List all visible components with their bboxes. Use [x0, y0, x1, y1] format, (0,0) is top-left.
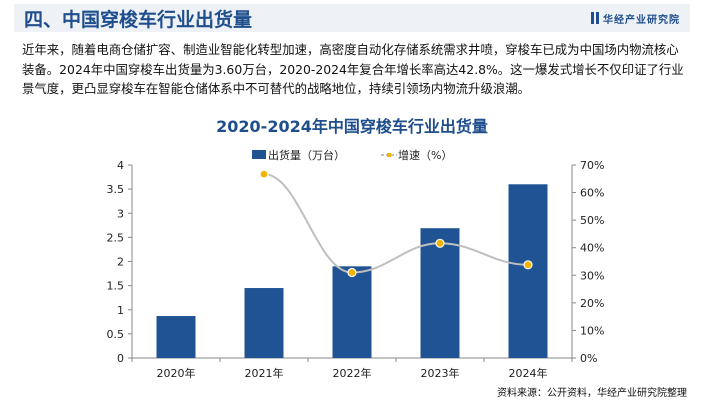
y-right-tick-label: 0% [580, 352, 597, 365]
brand-logo-icon [591, 12, 599, 24]
brand: 华经产业研究院 [591, 11, 680, 26]
y-left-tick-label: 2.5 [107, 231, 125, 244]
growth-point [523, 260, 533, 270]
source-note: 资料来源：公开资料，华经产业研究院整理 [497, 388, 687, 399]
y-left-tick-label: 0.5 [107, 328, 125, 341]
legend-line-label: 增速（%） [398, 148, 452, 162]
bar-2023年 [420, 228, 460, 358]
y-left-tick-label: 1 [117, 304, 124, 317]
y-right-tick-label: 20% [580, 297, 604, 310]
growth-point [435, 238, 445, 248]
y-right-tick-label: 70% [580, 159, 604, 172]
legend-line-marker [387, 153, 391, 157]
y-right-tick-label: 60% [580, 187, 604, 200]
growth-point [347, 267, 357, 278]
brand-name: 华经产业研究院 [603, 14, 680, 26]
growth-line [263, 173, 529, 274]
y-left-tick-label: 3.5 [107, 183, 125, 196]
x-tick-label: 2020年 [157, 366, 196, 380]
x-tick-label: 2024年 [509, 366, 548, 380]
y-left-tick-label: 4 [117, 159, 124, 172]
x-tick-label: 2022年 [333, 366, 372, 380]
y-right-tick-label: 10% [580, 324, 604, 337]
y-right-tick-label: 40% [580, 242, 604, 255]
y-right-tick-label: 50% [580, 214, 604, 227]
chart-title: 2020-2024年中国穿梭车行业出货量 [216, 117, 488, 136]
bar-2022年 [332, 266, 372, 358]
y-right-tick-label: 30% [580, 269, 604, 282]
x-tick-label: 2021年 [245, 366, 284, 380]
y-left-tick-label: 3 [117, 207, 124, 220]
legend-bar-swatch [252, 150, 266, 159]
growth-point [259, 169, 269, 179]
x-tick-label: 2023年 [421, 366, 460, 380]
y-left-tick-label: 0 [117, 352, 124, 365]
y-left-tick-label: 2 [117, 256, 124, 269]
legend-bar-label: 出货量（万台） [268, 148, 345, 162]
description-paragraph: 近年来，随着电商仓储扩容、制造业智能化转型加速，高密度自动化存储系统需求井喷，穿… [22, 42, 684, 96]
bar-2020年 [156, 316, 196, 358]
bar-2021年 [244, 288, 284, 358]
y-left-tick-label: 1.5 [107, 280, 125, 293]
section-header: 四、中国穿梭车行业出货量 华经产业研究院 [14, 4, 690, 32]
bar-2024年 [508, 184, 548, 358]
section-title: 四、中国穿梭车行业出货量 [24, 8, 253, 31]
